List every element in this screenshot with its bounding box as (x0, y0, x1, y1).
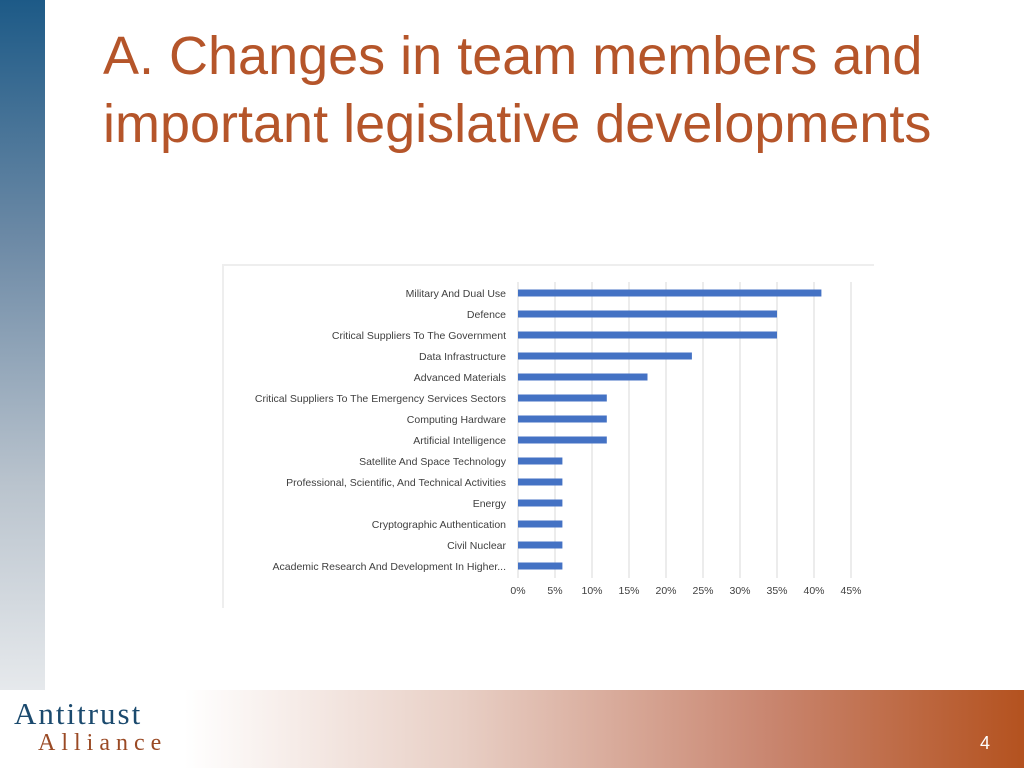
page-number: 4 (980, 733, 991, 753)
category-label: Professional, Scientific, And Technical … (286, 477, 506, 489)
category-label: Computing Hardware (407, 414, 506, 426)
category-label: Critical Suppliers To The Emergency Serv… (255, 393, 506, 405)
bar (518, 562, 563, 570)
bar (518, 373, 648, 381)
category-label: Civil Nuclear (447, 540, 506, 552)
bar (518, 457, 563, 465)
left-accent-bar (0, 0, 45, 690)
bar (518, 394, 607, 402)
tick-label: 5% (547, 585, 562, 597)
category-label: Advanced Materials (414, 372, 506, 384)
category-label: Artificial Intelligence (413, 435, 506, 447)
category-label: Data Infrastructure (419, 351, 506, 363)
chart-panel: Military And Dual Use Defence Critical Sup… (222, 264, 874, 608)
antitrust-alliance-logo: Antitrust Alliance (14, 696, 168, 757)
tick-label: 35% (766, 585, 787, 597)
bar (518, 520, 563, 528)
bar (518, 541, 563, 549)
bar (518, 415, 607, 423)
tick-label: 0% (510, 585, 525, 597)
category-label: Defence (467, 309, 506, 321)
tick-label: 30% (729, 585, 750, 597)
bar (518, 499, 563, 507)
tick-label: 25% (692, 585, 713, 597)
bar (518, 310, 777, 318)
bar-chart: Military And Dual Use Defence Critical Sup… (255, 282, 862, 597)
footer-band (0, 690, 1024, 768)
logo-text-line-2: Alliance (38, 730, 168, 756)
tick-label: 15% (618, 585, 639, 597)
bar (518, 331, 777, 339)
bar (518, 478, 563, 486)
slide-title-line-1: A. Changes in team members and (103, 26, 923, 86)
category-label: Cryptographic Authentication (372, 519, 506, 531)
category-label: Academic Research And Development In Hig… (273, 561, 506, 573)
tick-label: 20% (655, 585, 676, 597)
slide-title-line-2: important legislative developments (103, 94, 932, 154)
slide-title: A. Changes in team members and important… (103, 22, 1003, 158)
category-label: Military And Dual Use (406, 288, 507, 300)
bar (518, 352, 692, 360)
bar (518, 436, 607, 444)
logo-text-line-1: Antitrust (14, 696, 143, 731)
category-label: Satellite And Space Technology (359, 456, 507, 468)
category-label: Critical Suppliers To The Government (332, 330, 506, 342)
category-label: Energy (473, 498, 507, 510)
bar (518, 289, 822, 297)
tick-label: 10% (581, 585, 602, 597)
tick-label: 40% (803, 585, 824, 597)
tick-label: 45% (840, 585, 861, 597)
